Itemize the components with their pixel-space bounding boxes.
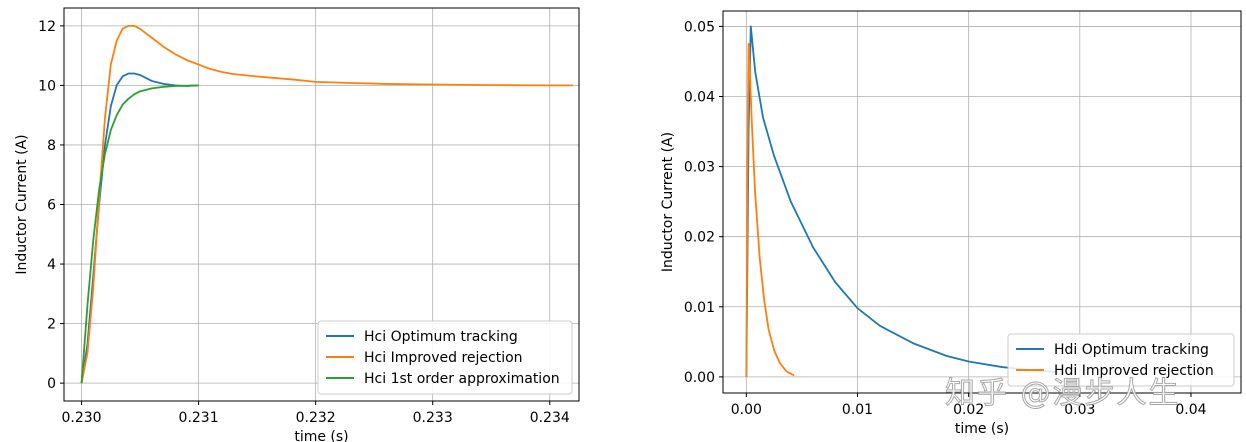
x-tick-label: 0.230 xyxy=(62,410,102,426)
x-tick-label: 0.01 xyxy=(842,402,873,418)
y-tick-label: 0.00 xyxy=(684,370,715,386)
x-tick-label: 0.03 xyxy=(1064,402,1095,418)
chart-1: 0.230 0.231 0.232 0.233 0.234 0 2 4 6 8 10 12 time (… xyxy=(14,7,580,442)
y-tick-label: 0 xyxy=(47,376,56,392)
series-line-3 xyxy=(80,84,199,384)
legend-box xyxy=(317,320,573,395)
series-line-1 xyxy=(745,25,1058,377)
y-tick-label: 0.02 xyxy=(684,230,715,246)
y-tick-label: 2 xyxy=(47,317,56,333)
x-tick-label: 0.231 xyxy=(179,410,219,426)
y-tick-label: 0.01 xyxy=(684,300,715,316)
chart-2: 0.00 0.01 0.02 0.03 0.04 0.00 0.01 0.02 0.03 0.04… xyxy=(660,10,1242,437)
series-line-2 xyxy=(745,43,795,377)
x-axis-label: time (s) xyxy=(955,421,1009,437)
legend-label: Hdi Optimum tracking xyxy=(1054,342,1209,358)
y-tick-label: 6 xyxy=(47,198,56,214)
y-tick-label: 10 xyxy=(38,78,56,94)
series-line-1 xyxy=(80,72,199,384)
y-axis-label: Inductor Current (A) xyxy=(660,132,676,272)
legend-label: Hdi Improved rejection xyxy=(1054,363,1214,379)
y-axis-label: Inductor Current (A) xyxy=(14,134,30,274)
x-tick-label: 0.234 xyxy=(530,410,570,426)
legend: Hdi Optimum tracking Hdi Improved rejecti… xyxy=(1007,333,1235,387)
x-tick-label: 0.02 xyxy=(953,402,984,418)
x-tick-label: 0.232 xyxy=(296,410,336,426)
y-tick-label: 8 xyxy=(47,138,56,154)
legend-label: Hci 1st order approximation xyxy=(364,371,560,387)
legend-label: Hci Improved rejection xyxy=(364,350,523,366)
x-tick-label: 0.00 xyxy=(731,402,762,418)
y-tick-label: 0.04 xyxy=(684,90,715,106)
plot-frame xyxy=(722,10,1242,394)
legend-box xyxy=(1007,333,1235,387)
y-tick-label: 0.05 xyxy=(684,19,715,35)
y-tick-label: 0.03 xyxy=(684,160,715,176)
y-tick-label: 4 xyxy=(47,257,56,273)
legend-label: Hci Optimum tracking xyxy=(364,329,518,345)
x-tick-label: 0.04 xyxy=(1175,402,1206,418)
x-tick-label: 0.233 xyxy=(413,410,453,426)
x-axis-label: time (s) xyxy=(294,429,348,442)
series-line-2 xyxy=(80,24,574,384)
y-tick-label: 12 xyxy=(38,19,56,35)
legend: Hci Optimum tracking Hci Improved rejecti… xyxy=(317,320,573,395)
